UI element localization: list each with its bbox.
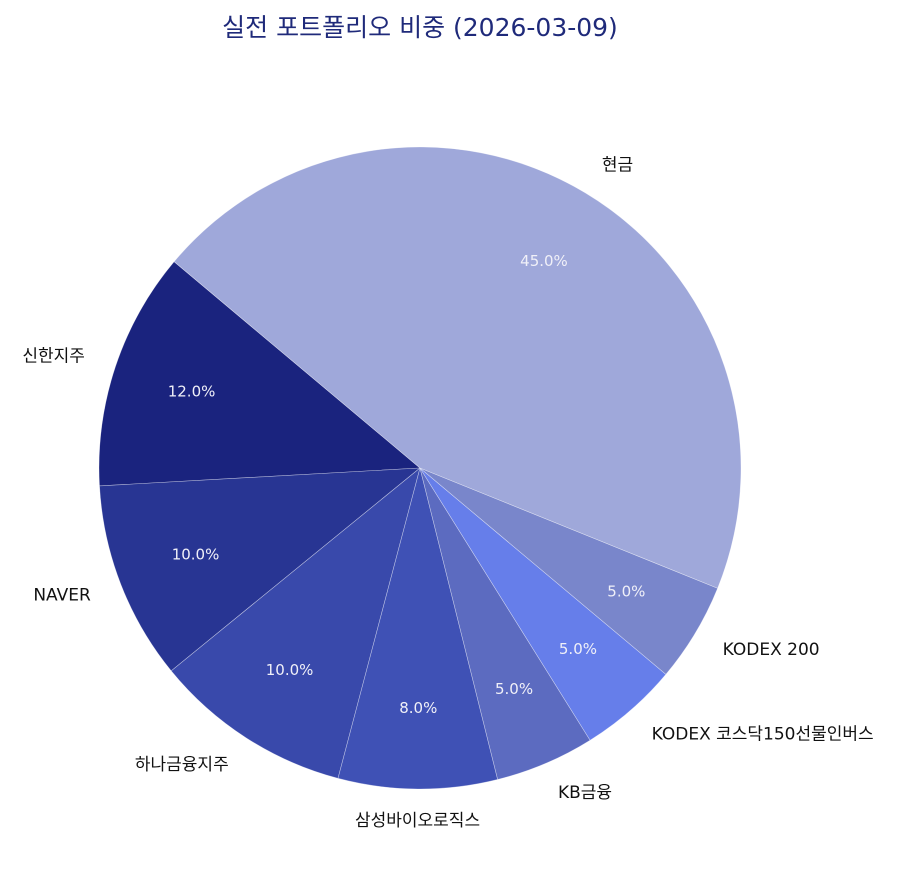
pie-slice — [98, 261, 421, 487]
chart-title: 실전 포트폴리오 비중 (2026-03-09) — [222, 13, 618, 42]
slice-percent-label: 5.0% — [495, 680, 533, 698]
pie-slice — [173, 146, 742, 589]
slice-percent-label: 45.0% — [520, 252, 568, 270]
slice-percent-label: 5.0% — [607, 582, 645, 600]
pie-slice — [337, 467, 499, 790]
slice-label: KODEX 200 — [723, 640, 820, 660]
slice-label: 신한지주 — [22, 347, 85, 367]
slice-percent-label: 5.0% — [559, 640, 597, 658]
pie-slice — [170, 467, 421, 779]
slice-label: NAVER — [33, 586, 91, 606]
slice-percent-label: 8.0% — [399, 699, 437, 717]
slice-label: 현금 — [602, 155, 633, 175]
slice-percent-label: 10.0% — [172, 546, 220, 564]
slice-label: 삼성바이오로직스 — [355, 811, 480, 831]
slice-label: KB금융 — [558, 783, 612, 803]
slice-label: 하나금융지주 — [135, 755, 229, 775]
slice-percent-label: 12.0% — [168, 383, 216, 401]
slice-label: KODEX 코스닥150선물인버스 — [652, 724, 874, 744]
pie-slice — [99, 467, 421, 672]
slice-percent-label: 10.0% — [266, 661, 314, 679]
